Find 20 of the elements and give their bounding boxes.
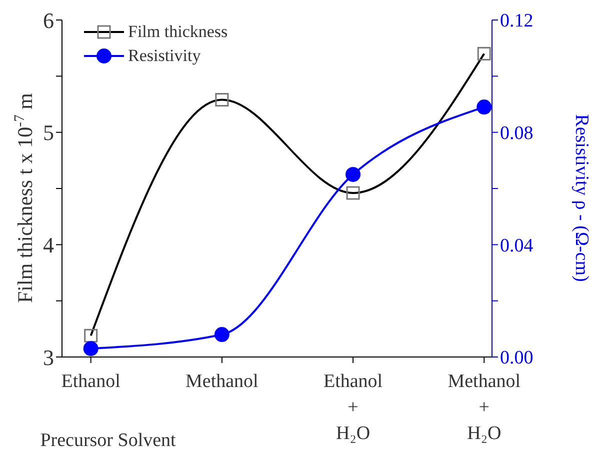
y2-tick-label: 0.04 xyxy=(500,235,534,256)
x-tick-label: Ethanol xyxy=(61,371,120,392)
y2-axis-title: Resistivity ρ - (Ω-cm) xyxy=(571,114,592,282)
point xyxy=(214,327,230,342)
y-tick-label: 3 xyxy=(43,344,54,370)
y2-tick-label: 0.08 xyxy=(500,123,534,144)
point xyxy=(476,100,492,115)
y-tick-label: 5 xyxy=(43,120,54,146)
x-tick-label: Methanol xyxy=(186,371,258,392)
x-tick-label: Methanol + H₂O xyxy=(448,371,521,444)
point xyxy=(346,166,361,182)
point xyxy=(83,341,98,356)
y2-tick-label: 0.00 xyxy=(500,348,534,369)
legend-label: Resistivity xyxy=(128,46,201,66)
y2-tick-label: 0.12 xyxy=(500,10,534,32)
y-tick-label: 6 xyxy=(43,8,54,33)
x-axis-title: Precursor Solvent xyxy=(40,430,177,451)
legend-label: Film thickness xyxy=(128,22,228,42)
x-tick-label: Ethanol + H₂O xyxy=(323,371,383,444)
y-tick-label: 4 xyxy=(43,232,54,258)
